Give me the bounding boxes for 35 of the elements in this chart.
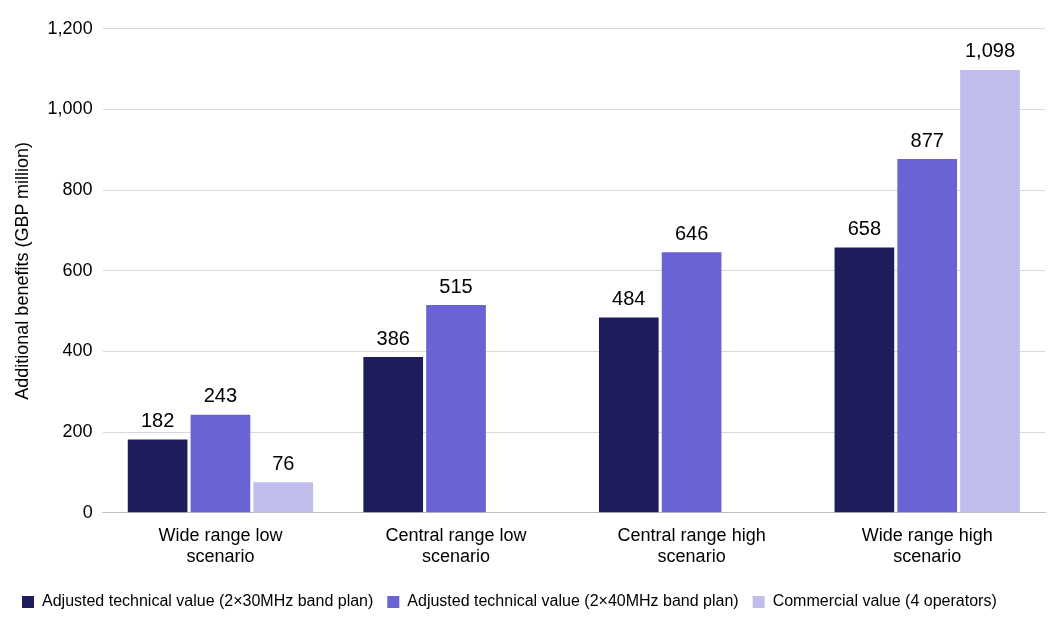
data-label: 515 <box>439 274 473 297</box>
bar <box>661 252 722 513</box>
data-label: 646 <box>674 221 709 244</box>
bar <box>127 439 188 513</box>
x-tick-label: Wide range high scenario <box>861 524 993 567</box>
legend-label: Commercial value (4 operators) <box>772 592 997 610</box>
data-label: 243 <box>203 384 238 407</box>
data-label: 1,098 <box>965 39 1016 62</box>
bar <box>426 305 486 513</box>
bar <box>363 357 424 513</box>
y-tick-label: 200 <box>62 421 93 442</box>
bar <box>960 69 1020 513</box>
y-tick-label: 400 <box>62 340 93 361</box>
x-tick-label: Central range high scenario <box>617 524 766 567</box>
y-tick-label: 0 <box>82 501 93 522</box>
bar <box>598 317 659 513</box>
data-label: 76 <box>272 451 295 474</box>
y-tick-label: 1,000 <box>47 98 93 119</box>
bar <box>190 414 251 513</box>
y-axis-title: Additional benefits (GBP million) <box>11 141 32 400</box>
bar <box>897 159 958 513</box>
x-tick-label: Central range low scenario <box>385 524 528 567</box>
data-label: 877 <box>910 128 944 151</box>
data-label: 182 <box>140 408 175 431</box>
y-tick-label: 800 <box>62 179 93 200</box>
y-tick-label: 1,200 <box>47 17 93 38</box>
legend-label: Adjusted technical value (2×40MHz band plan) <box>407 592 739 610</box>
data-label: 484 <box>612 287 646 310</box>
bar <box>253 482 314 513</box>
bar <box>834 247 895 513</box>
legend-label: Adjusted technical value (2×30MHz band plan) <box>42 592 374 610</box>
data-label: 386 <box>376 326 410 349</box>
x-tick-label: Wide range low scenario <box>158 524 284 567</box>
data-label: 658 <box>847 216 882 239</box>
y-tick-label: 600 <box>62 259 93 280</box>
